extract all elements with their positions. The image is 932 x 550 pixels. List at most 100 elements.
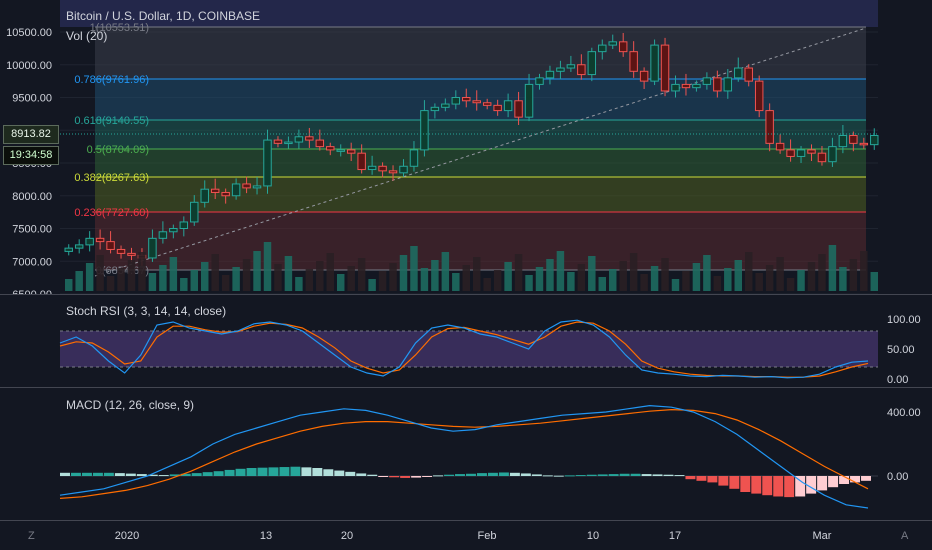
volume-bar <box>546 259 554 291</box>
volume-bar <box>588 256 596 291</box>
candle-body <box>566 64 576 69</box>
stoch-k-line <box>59 319 869 379</box>
candle-body <box>472 100 481 104</box>
candle-body <box>545 70 555 79</box>
volume-bar <box>211 254 219 291</box>
macd-histogram-bar <box>751 476 762 494</box>
volume-bar <box>326 253 334 291</box>
macd-histogram-bar <box>235 468 246 476</box>
volume-bar <box>473 257 481 291</box>
time-axis[interactable]: 2020 13 20 Feb 10 17 Mar Z A <box>0 521 932 550</box>
stoch-rsi-chart[interactable]: 100.00 50.00 0.00 <box>0 295 932 387</box>
price-pane[interactable]: 10500.0010000.009500.009000.008500.00800… <box>0 0 932 294</box>
pane-separator[interactable] <box>0 294 932 295</box>
volume-bar <box>117 268 125 291</box>
candle-body <box>838 134 848 148</box>
candle-body <box>577 64 586 76</box>
macd-axis-label: 400.00 <box>887 407 921 419</box>
zoom-reset-icon[interactable]: Z <box>28 530 35 542</box>
candle-body <box>252 185 262 189</box>
volume-bar <box>462 265 470 291</box>
macd-histogram-bar <box>861 476 871 481</box>
volume-bar <box>514 254 523 291</box>
candle-body <box>64 247 73 252</box>
volume-bar <box>274 264 282 291</box>
candle-body <box>441 103 450 108</box>
macd-histogram-bar <box>279 467 290 476</box>
candle-body <box>692 83 701 89</box>
candle-body <box>148 237 157 259</box>
volume-bar <box>284 256 293 291</box>
volume-bar <box>860 251 868 291</box>
candle-body <box>744 67 753 82</box>
macd-histogram-bar <box>608 474 619 476</box>
macd-histogram-bar <box>70 472 81 476</box>
macd-histogram-bar <box>301 467 312 476</box>
macd-histogram-bar <box>433 475 444 477</box>
candle-body <box>367 165 377 171</box>
volume-bar <box>839 267 847 291</box>
volume-bar <box>221 275 230 291</box>
candle-body <box>482 102 492 106</box>
volume-bar <box>295 277 303 291</box>
price-chart[interactable]: 10500.0010000.009500.009000.008500.00800… <box>0 0 932 294</box>
time-axis-label: 17 <box>669 530 681 542</box>
macd-histogram-bar <box>740 476 751 492</box>
volume-bar <box>504 262 512 291</box>
macd-histogram-bar <box>850 476 861 483</box>
volume-bar <box>65 279 73 291</box>
macd-histogram-bar <box>334 470 345 476</box>
candle-body <box>587 51 597 76</box>
macd-histogram-bar <box>60 472 70 476</box>
candle-body <box>346 149 356 154</box>
macd-histogram-bar <box>378 476 389 477</box>
volume-bar <box>190 270 198 291</box>
volume-bar <box>159 265 167 291</box>
candle-body <box>524 83 534 118</box>
candle-body <box>200 188 209 203</box>
price-axis-label: 7500.00 <box>12 224 52 236</box>
candle-countdown-badge: 19:34:58 <box>3 146 59 165</box>
stoch-rsi-pane[interactable]: 100.00 50.00 0.00 Stoch RSI (3, 3, 14, 14,… <box>0 295 932 387</box>
macd-title[interactable]: MACD (12, 26, close, 9) <box>66 398 195 412</box>
macd-histogram-bar <box>674 475 685 477</box>
candle-body <box>127 252 136 256</box>
volume-bar <box>85 263 94 291</box>
auto-scale-toggle[interactable]: A <box>901 530 909 542</box>
macd-histogram-bar <box>509 472 520 476</box>
volume-bar <box>337 274 345 291</box>
stoch-rsi-title[interactable]: Stoch RSI (3, 3, 14, 14, close) <box>66 304 227 318</box>
macd-histogram-bar <box>806 476 817 494</box>
volume-bar <box>232 267 240 291</box>
macd-histogram-bar <box>202 472 213 476</box>
macd-histogram-bar <box>707 476 718 483</box>
volume-bar <box>713 276 722 291</box>
candle-body <box>336 149 345 152</box>
volume-bar <box>127 260 136 291</box>
fib-level-label: 0.5(8704.09) <box>87 144 149 156</box>
volume-bar <box>169 257 178 291</box>
time-axis-label: 2020 <box>115 530 139 542</box>
volume-bar <box>452 273 460 291</box>
candle-body <box>702 77 712 85</box>
fib-zone <box>95 149 866 177</box>
time-axis-labels[interactable]: 2020 13 20 Feb 10 17 Mar <box>0 521 932 550</box>
volume-bar <box>525 275 533 291</box>
pane-separator <box>0 520 932 521</box>
pane-separator[interactable] <box>0 387 932 388</box>
macd-histogram-bar <box>125 473 136 476</box>
candle-body <box>430 106 440 112</box>
candle-body <box>409 149 419 167</box>
candle-body <box>179 221 189 229</box>
candle-body <box>210 188 220 193</box>
macd-chart[interactable]: 400.00 0.00 <box>0 388 932 520</box>
macd-histogram-bar <box>191 473 202 476</box>
macd-pane[interactable]: 400.00 0.00 MACD (12, 26, close, 9) <box>0 388 932 520</box>
macd-histogram-bar <box>136 474 147 476</box>
time-axis-label: Feb <box>478 530 497 542</box>
macd-histogram-bar <box>762 476 773 496</box>
volume-indicator-label[interactable]: Vol (20) <box>66 29 108 43</box>
price-axis-label: 10000.00 <box>6 60 52 72</box>
candle-body <box>420 110 429 151</box>
volume-bar <box>106 276 115 291</box>
